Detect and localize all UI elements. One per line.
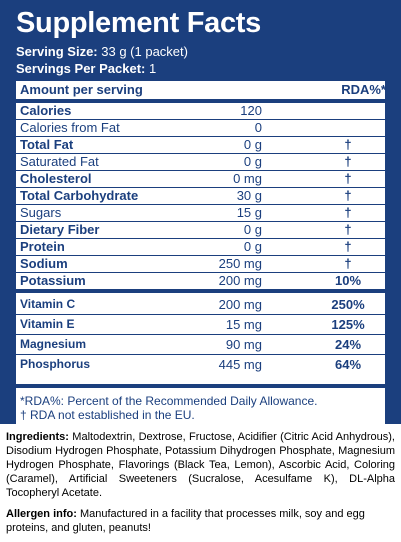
serving-size-label: Serving Size: <box>16 44 98 59</box>
ingredients-text: Maltodextrin, Dextrose, Fructose, Acidif… <box>6 431 395 499</box>
nutrient-amount: 0 g <box>243 222 262 237</box>
ingredients-label: Ingredients: <box>6 431 69 443</box>
allergen-info: Allergen info: Manufactured in a facilit… <box>6 507 395 535</box>
servings-per-packet-value: 1 <box>145 61 157 76</box>
nutrient-amount: 200 mg <box>218 273 262 288</box>
nutrient-amount: 0 mg <box>233 171 262 186</box>
nutrient-name: Calories from Fat <box>20 120 120 135</box>
footnotes: *RDA%: Percent of the Recommended Daily … <box>16 384 385 428</box>
vitamin-amount: 445 mg <box>218 357 262 372</box>
nutrient-rda: † <box>344 205 352 220</box>
table-row: Sugars 15 g † <box>16 205 385 222</box>
table-header: Amount per serving RDA%* <box>16 81 386 103</box>
nutrient-rda: † <box>344 171 352 186</box>
table-row: Phosphorus 445 mg 64% <box>16 355 385 374</box>
nutrient-name: Dietary Fiber <box>20 222 100 237</box>
table-row: Sodium 250 mg † <box>16 256 385 273</box>
table-row: Calories 120 <box>16 103 385 120</box>
allergen-label: Allergen info: <box>6 508 77 520</box>
nutrient-rda: † <box>344 256 352 271</box>
nutrient-amount: 120 <box>240 103 262 118</box>
table-row: Magnesium 90 mg 24% <box>16 335 385 355</box>
table-row: Dietary Fiber 0 g † <box>16 222 385 239</box>
table-row: Total Fat 0 g † <box>16 137 385 154</box>
nutrient-amount: 0 <box>254 120 262 135</box>
table-row: Protein 0 g † <box>16 239 385 256</box>
nutrient-name: Saturated Fat <box>20 154 99 169</box>
dagger-footnote: † RDA not established in the EU. <box>20 408 195 422</box>
nutrient-amount: 15 g <box>236 205 262 220</box>
servings-per-packet-label: Servings Per Packet: <box>16 61 146 76</box>
rda-header-label: RDA%* <box>341 82 386 97</box>
table-row: Saturated Fat 0 g † <box>16 154 385 171</box>
table-row: Vitamin E 15 mg 125% <box>16 315 385 335</box>
vitamin-rda: 125% <box>331 317 365 332</box>
table-row: Total Carbohydrate 30 g † <box>16 188 385 205</box>
nutrient-rda: 10% <box>334 273 362 288</box>
nutrition-table: Amount per serving RDA%* Calories 120 Ca… <box>16 81 386 428</box>
vitamin-rda: 250% <box>331 297 365 312</box>
panel-title: Supplement Facts <box>16 7 261 39</box>
vitamin-amount: 200 mg <box>218 297 262 312</box>
nutrient-rda: † <box>344 137 352 152</box>
supplement-facts-panel: Supplement Facts Serving Size: 33 g (1 p… <box>0 0 401 424</box>
amount-per-serving-label: Amount per serving <box>20 82 143 97</box>
vitamin-name: Phosphorus <box>20 357 91 371</box>
nutrient-name: Sodium <box>20 256 68 271</box>
nutrient-amount: 0 g <box>243 154 262 169</box>
nutrient-name: Potassium <box>20 273 86 288</box>
nutrient-name: Sugars <box>20 205 62 220</box>
vitamin-name: Vitamin C <box>20 297 76 311</box>
serving-size: Serving Size: 33 g (1 packet) <box>16 44 188 60</box>
nutrient-rda: † <box>344 239 352 254</box>
nutrient-rda: † <box>344 188 352 203</box>
table-row: Potassium 200 mg 10% <box>16 273 385 293</box>
vitamin-rda: 24% <box>334 337 362 352</box>
table-row: Vitamin C 200 mg 250% <box>16 295 385 315</box>
rda-footnote: *RDA%: Percent of the Recommended Daily … <box>20 394 318 408</box>
vitamin-amount: 15 mg <box>225 317 262 332</box>
nutrient-amount: 250 mg <box>218 256 262 271</box>
nutrient-name: Total Fat <box>20 137 74 152</box>
nutrient-rda: † <box>344 154 352 169</box>
nutrient-rda: † <box>344 222 352 237</box>
nutrient-name: Total Carbohydrate <box>20 188 139 203</box>
vitamin-name: Vitamin E <box>20 317 75 331</box>
vitamin-amount: 90 mg <box>225 337 262 352</box>
table-row: Cholesterol 0 mg † <box>16 171 385 188</box>
nutrient-name: Cholesterol <box>20 171 92 186</box>
table-row: Calories from Fat 0 <box>16 120 385 137</box>
nutrient-amount: 30 g <box>236 188 262 203</box>
nutrient-name: Calories <box>20 103 72 118</box>
ingredients: Ingredients: Maltodextrin, Dextrose, Fru… <box>6 430 395 500</box>
nutrient-amount: 0 g <box>243 137 262 152</box>
allergen-text: Manufactured in a facility that processe… <box>6 508 365 534</box>
serving-size-value: 33 g (1 packet) <box>97 44 188 59</box>
nutrient-name: Protein <box>20 239 65 254</box>
vitamin-name: Magnesium <box>20 337 87 351</box>
vitamin-rda: 64% <box>334 357 362 372</box>
nutrient-amount: 0 g <box>243 239 262 254</box>
servings-per-packet: Servings Per Packet: 1 <box>16 61 156 77</box>
